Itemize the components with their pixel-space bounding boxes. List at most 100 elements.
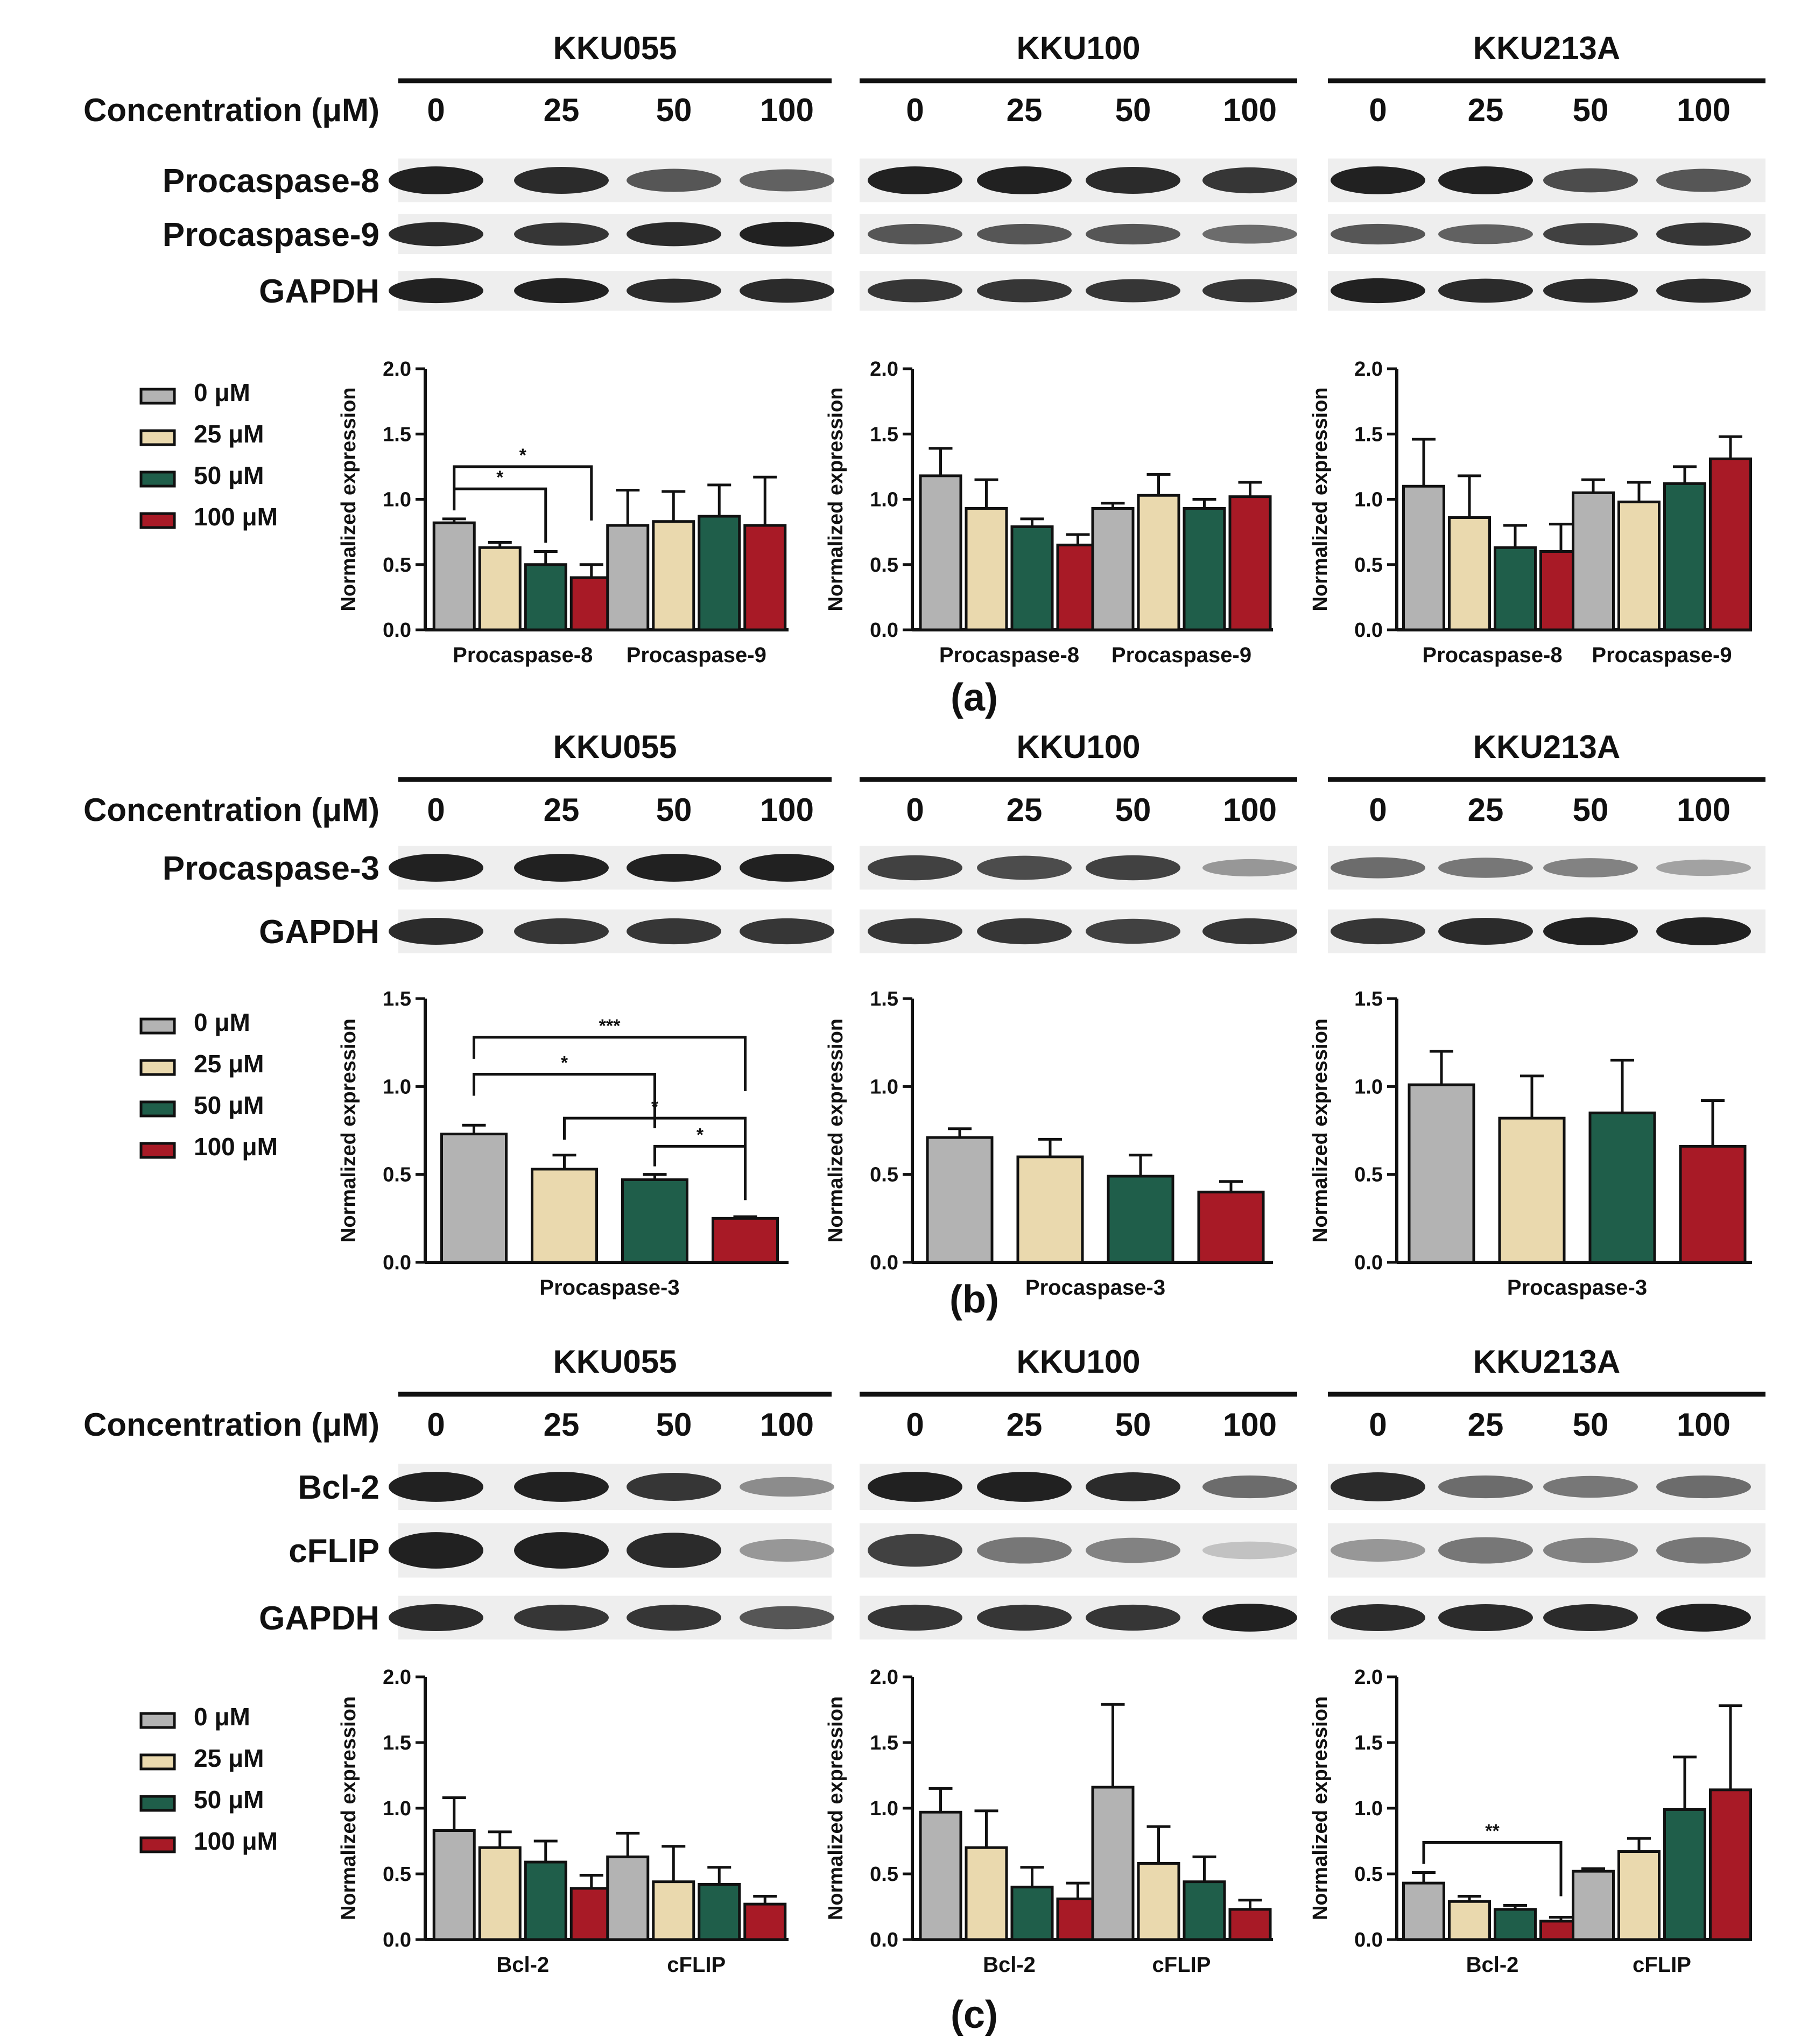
legend-label: 25 μM [194, 1050, 264, 1078]
blot-band [1202, 224, 1297, 244]
bar [1228, 495, 1272, 631]
bar [1617, 1850, 1661, 1941]
lane-concentration: 25 [1007, 792, 1043, 828]
y-tick-label: 2.0 [1354, 1666, 1383, 1689]
lane-concentration: 100 [1677, 92, 1730, 128]
blot-band [740, 1539, 834, 1562]
blot-band [1438, 278, 1533, 303]
cell-line-title: KKU213A [1473, 1344, 1620, 1380]
lane-concentration: 0 [906, 792, 924, 828]
panel-label: (a) [951, 676, 998, 719]
legend-swatch [139, 1100, 176, 1118]
blot-band [389, 222, 483, 247]
y-tick-label: 1.5 [870, 423, 898, 446]
blot-band [1543, 223, 1638, 245]
significance-label: * [697, 1125, 704, 1145]
bar [1709, 457, 1752, 631]
blot-band [389, 854, 483, 882]
lane-concentration: 0 [427, 792, 445, 828]
bar [1663, 1808, 1706, 1941]
blot-band [389, 1604, 483, 1632]
bar [524, 1860, 567, 1941]
panel-label: (b) [949, 1278, 999, 1321]
lane-concentration: 50 [1115, 1407, 1151, 1443]
blot-band [1086, 223, 1180, 245]
bar [926, 1136, 994, 1264]
y-axis-label: Normalized expression [825, 1019, 847, 1242]
blot-band [1202, 1475, 1297, 1499]
cell-line-title: KKU100 [1016, 30, 1140, 66]
blot-band [627, 1473, 721, 1501]
lane-concentration: 50 [1573, 92, 1609, 128]
x-category-label: cFLIP [1152, 1953, 1211, 1977]
bar [1107, 1175, 1174, 1264]
blot-band [1331, 1539, 1425, 1562]
legend-label: 100 μM [194, 1133, 278, 1161]
blot-band [1438, 917, 1533, 945]
significance-bracket [1422, 1841, 1563, 1897]
bar-chart: 0.0 0.5 1.0 1.5 2.0 Normalized expression Proc… [337, 358, 789, 667]
significance-label: * [519, 445, 527, 466]
bar [1494, 1908, 1537, 1941]
blot-protein-label: cFLIP [289, 1533, 379, 1570]
y-tick-label: 0.0 [870, 1252, 898, 1274]
y-tick-label: 1.5 [1354, 988, 1383, 1010]
blot-band [1438, 1475, 1533, 1499]
bar [1228, 1908, 1272, 1941]
significance-bracket [653, 1144, 747, 1200]
blot-band [1543, 917, 1638, 945]
significance-bracket [453, 487, 547, 543]
bar [432, 521, 476, 631]
blot-band [389, 1472, 483, 1502]
blot-band [1438, 1537, 1533, 1564]
blot-protein-label: Procaspase-3 [163, 850, 379, 887]
blot-band [868, 223, 962, 245]
legend-label: 0 μM [194, 378, 250, 406]
significance-label: *** [599, 1016, 621, 1036]
blot-band [977, 279, 1072, 303]
legend-label: 50 μM [194, 1091, 264, 1119]
bar [1498, 1116, 1566, 1264]
lane-concentration: 25 [1007, 1407, 1043, 1443]
lane-concentration: 50 [1115, 792, 1151, 828]
bar [698, 515, 741, 631]
blot-band [1202, 1604, 1297, 1632]
bar-chart: 0.0 0.5 1.0 1.5 Normalized expression Procasp… [1309, 988, 1752, 1300]
blot-band [740, 221, 834, 247]
blot-band [1086, 1472, 1180, 1501]
y-tick-label: 1.0 [383, 1797, 411, 1820]
lane-concentration: 25 [544, 792, 580, 828]
blot-band [627, 222, 721, 247]
blot-band [389, 917, 483, 945]
lane-concentration: 25 [1007, 92, 1043, 128]
blot-band [868, 918, 962, 945]
legend-swatch [139, 1017, 176, 1035]
bar [531, 1168, 598, 1264]
lane-concentration: 100 [760, 92, 814, 128]
y-tick-label: 1.5 [383, 423, 411, 446]
blot-band [740, 918, 834, 945]
y-tick-label: 0.5 [1354, 1164, 1383, 1186]
bar [1137, 494, 1180, 631]
lane-concentration: 25 [544, 1407, 580, 1443]
bar [743, 1902, 787, 1941]
y-tick-label: 1.0 [1354, 1076, 1383, 1098]
bar-chart: 0.0 0.5 1.0 1.5 Normalized expression Procasp… [337, 988, 789, 1300]
blot-band [1331, 223, 1425, 245]
significance-label: ** [1485, 1821, 1500, 1841]
blot-band [1656, 222, 1751, 246]
y-tick-label: 0.5 [870, 1164, 898, 1186]
bar [569, 576, 613, 631]
blot-band [627, 1533, 721, 1568]
bar [621, 1178, 688, 1264]
lane-concentration: 25 [1468, 1407, 1504, 1443]
y-axis-label: Normalized expression [337, 387, 360, 611]
x-category-label: Bcl-2 [1466, 1953, 1519, 1977]
y-tick-label: 2.0 [383, 1666, 411, 1689]
cell-line-title: KKU100 [1016, 1344, 1140, 1380]
blot-protein-label: GAPDH [259, 1600, 379, 1637]
y-tick-label: 0.0 [870, 619, 898, 642]
bar-chart: 0.0 0.5 1.0 1.5 2.0 Normalized expression Bcl-… [337, 1666, 789, 1977]
y-tick-label: 1.0 [1354, 489, 1383, 511]
legend-swatch [139, 1836, 176, 1853]
